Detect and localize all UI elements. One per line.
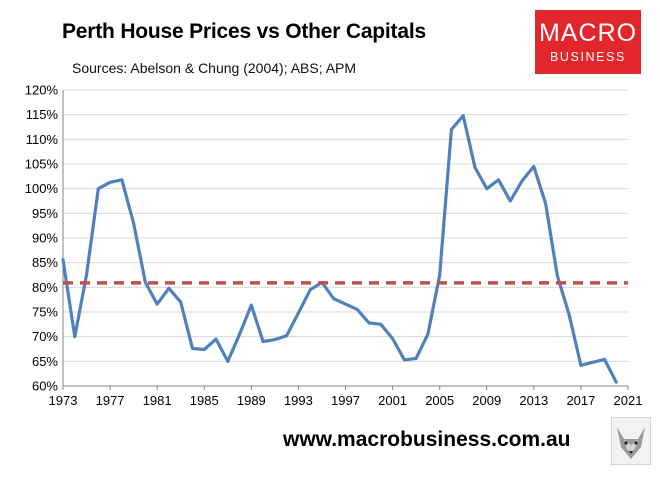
data-point <box>508 199 512 203</box>
data-point <box>73 335 77 339</box>
data-point <box>473 166 477 169</box>
data-point <box>214 337 218 341</box>
data-point <box>461 114 465 118</box>
x-tick-label: 2005 <box>425 393 454 408</box>
data-point <box>238 332 241 336</box>
axes <box>62 90 629 390</box>
data-point <box>591 360 595 364</box>
data-point <box>544 202 548 205</box>
data-point <box>226 359 230 363</box>
x-tick-label: 2001 <box>378 393 407 408</box>
data-point <box>202 348 206 351</box>
data-point <box>614 380 618 384</box>
y-tick-label: 65% <box>32 354 58 369</box>
data-point <box>332 297 336 301</box>
data-point <box>579 363 583 367</box>
data-point <box>249 303 253 307</box>
x-tick-label: 2013 <box>519 393 548 408</box>
y-tick-label: 85% <box>32 255 58 270</box>
x-tick-label: 2009 <box>472 393 501 408</box>
data-point <box>438 273 442 277</box>
y-tick-label: 100% <box>25 181 59 196</box>
data-point <box>61 258 65 262</box>
data-point <box>402 358 406 362</box>
logo-line-1: MACRO <box>538 19 638 47</box>
y-tick-label: 115% <box>26 107 59 122</box>
perth-price-ratio-line <box>61 114 618 384</box>
logo-line-2: BUSINESS <box>549 50 626 64</box>
data-point <box>261 340 265 343</box>
data-point <box>85 273 88 277</box>
y-tick-labels: 60% 65% 70% 75% 80% 85% 90% 95% 100% 105% 110% 115%… <box>25 83 59 394</box>
data-point <box>450 128 453 131</box>
data-point <box>414 356 418 360</box>
x-tick-labels: 1973 1977 1981 1985 1989 1993 1997 2001 2005 2009… <box>49 393 643 408</box>
data-point <box>273 338 277 342</box>
data-point <box>520 179 524 183</box>
data-point <box>191 347 194 350</box>
x-tick-label: 1981 <box>143 393 172 408</box>
data-point <box>497 178 500 182</box>
x-tick-label: 1985 <box>190 393 219 408</box>
data-point <box>355 308 359 311</box>
data-point <box>379 322 383 326</box>
data-point <box>367 321 371 325</box>
data-point <box>567 313 571 316</box>
y-tick-label: 60% <box>32 379 58 394</box>
y-tick-label: 120% <box>25 83 59 98</box>
y-tick-label: 110% <box>26 132 59 147</box>
series-lines <box>61 114 628 384</box>
data-point <box>308 288 312 292</box>
x-tick-label: 2017 <box>566 393 595 408</box>
macrobusiness-logo: MACRO BUSINESS <box>535 10 641 74</box>
data-point <box>426 332 430 336</box>
data-point <box>143 281 147 284</box>
wolf-icon <box>611 417 651 465</box>
x-tick-label: 1997 <box>331 393 360 408</box>
data-point <box>603 357 606 361</box>
data-point <box>532 165 536 168</box>
data-point <box>344 302 347 306</box>
data-point <box>96 187 100 191</box>
x-tick-label: 1973 <box>49 393 78 408</box>
data-point <box>167 286 171 290</box>
data-point <box>155 302 159 306</box>
y-tick-label: 80% <box>32 280 58 295</box>
data-point <box>120 178 124 182</box>
footer-url: www.macrobusiness.com.au <box>283 428 571 451</box>
x-tick-label: 1993 <box>284 393 313 408</box>
data-point <box>285 334 289 338</box>
data-point <box>297 311 300 315</box>
data-point <box>179 300 183 304</box>
y-tick-label: 75% <box>32 305 58 320</box>
data-point <box>555 274 559 278</box>
y-tick-label: 90% <box>32 231 58 246</box>
grid-lines <box>63 89 628 387</box>
chart-title: Perth House Prices vs Other Capitals <box>62 20 426 43</box>
data-point <box>391 337 394 341</box>
data-point <box>132 221 136 225</box>
x-tick-label: 1989 <box>237 393 266 408</box>
data-point <box>485 187 489 191</box>
y-tick-label: 70% <box>32 329 58 344</box>
x-tick-label: 1977 <box>96 393 125 408</box>
x-tick-label: 2021 <box>614 393 643 408</box>
y-tick-label: 105% <box>25 157 59 172</box>
data-point <box>108 180 112 184</box>
y-tick-label: 95% <box>32 206 58 221</box>
chart-subtitle: Sources: Abelson & Chung (2004); ABS; AP… <box>72 60 357 76</box>
